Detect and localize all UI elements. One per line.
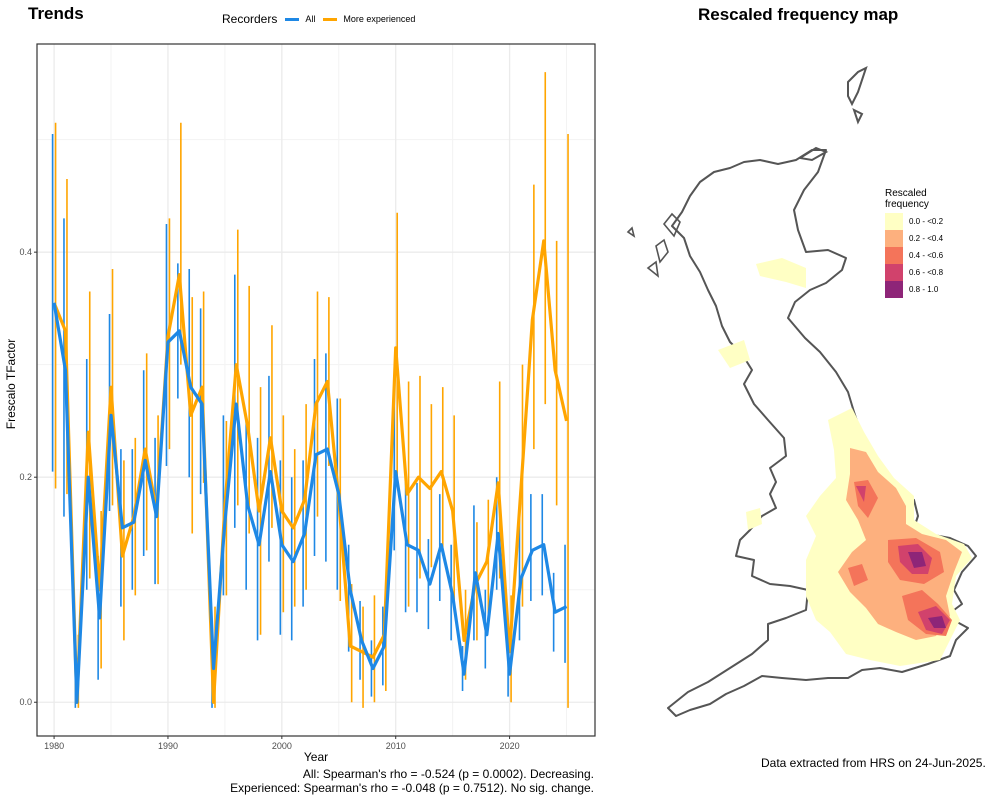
- map-legend-row: 0.8 - 1.0: [885, 281, 943, 298]
- series-line: [52, 239, 569, 704]
- map-frequency-zones: [718, 258, 972, 666]
- trends-title: Trends: [28, 4, 84, 23]
- map-legend-swatch: [885, 264, 903, 281]
- map-title: Rescaled frequency map: [698, 5, 899, 24]
- map-legend-label: 0.0 - <0.2: [909, 217, 944, 226]
- map-legend: Rescaled frequency 0.0 - <0.2 0.2 - <0.4…: [885, 188, 943, 298]
- map-island: [797, 66, 868, 162]
- map-legend-title-line1: Rescaled: [885, 188, 927, 199]
- x-tick-label: 2000: [272, 741, 292, 751]
- map-legend-label: 0.8 - 1.0: [909, 285, 939, 294]
- map-legend-row: 0.4 - <0.6: [885, 247, 943, 264]
- x-tick-label: 2020: [500, 741, 520, 751]
- legend-key-all: [285, 17, 300, 21]
- y-tick-label: 0.2: [19, 472, 32, 482]
- map-island: [626, 212, 681, 278]
- y-tick-label: 0.4: [19, 247, 32, 257]
- map-legend-swatch: [885, 213, 903, 230]
- map-legend-swatch: [885, 230, 903, 247]
- x-tick-label: 2010: [386, 741, 406, 751]
- stats-all: All: Spearman's rho = -0.524 (p = 0.0002…: [302, 767, 594, 781]
- x-tick-label: 1990: [158, 741, 178, 751]
- map-legend-label: 0.4 - <0.6: [909, 251, 944, 260]
- legend-title: Recorders: [222, 12, 278, 26]
- map-legend-swatch: [885, 281, 903, 298]
- y-tick-label: 0.0: [19, 697, 32, 707]
- series-line: [52, 302, 568, 704]
- legend-label-experienced: More experienced: [343, 14, 416, 24]
- source-text: Data extracted from HRS on 24-Jun-2025.: [761, 756, 986, 770]
- legend-key-experienced: [323, 17, 338, 21]
- legend-label-all: All: [305, 14, 316, 24]
- map-legend-row: 0.0 - <0.2: [885, 213, 943, 230]
- x-axis-label: Year: [304, 750, 328, 764]
- chart-legend: Recorders All More experienced: [222, 12, 415, 26]
- map-legend-title: Rescaled frequency: [885, 188, 943, 210]
- map-legend-swatch: [885, 247, 903, 264]
- map-legend-label: 0.2 - <0.4: [909, 234, 944, 243]
- map-legend-title-line2: frequency: [885, 199, 929, 210]
- trends-chart: 1980 1990 2000 2010 2020 0.0 0.2 0.4 Frescalo T…: [4, 43, 596, 764]
- y-axis-label: Frescalo TFactor: [4, 339, 18, 429]
- plot-border: [36, 43, 596, 737]
- map-legend-label: 0.6 - <0.8: [909, 268, 944, 277]
- map-legend-row: 0.6 - <0.8: [885, 264, 943, 281]
- stats-experienced: Experienced: Spearman's rho = -0.048 (p …: [230, 781, 594, 795]
- frequency-map: [626, 66, 977, 717]
- map-legend-row: 0.2 - <0.4: [885, 230, 943, 247]
- stats-text: All: Spearman's rho = -0.524 (p = 0.0002…: [230, 767, 594, 795]
- x-tick-label: 1980: [44, 741, 64, 751]
